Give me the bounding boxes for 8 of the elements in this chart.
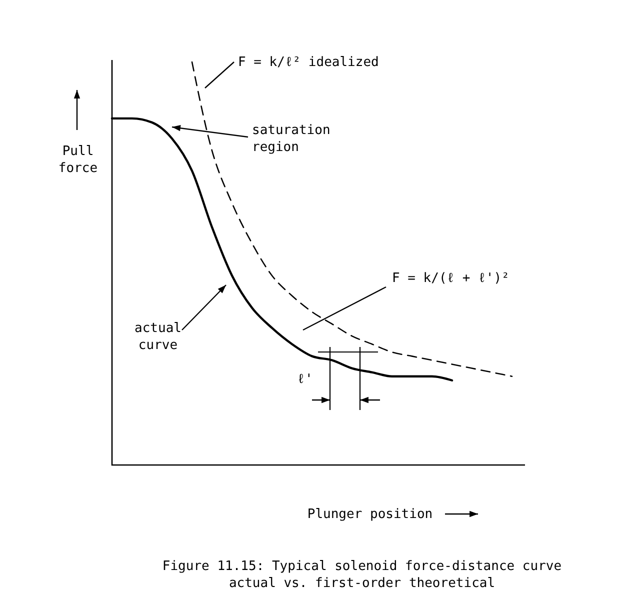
annotation: saturation region	[252, 123, 330, 155]
caption: Figure 11.15: Typical solenoid force-distance curve actual vs. first-order theoretical	[162, 559, 562, 591]
annotation: F = k/(ℓ + ℓ')²	[392, 271, 510, 286]
annotation: ℓ'	[297, 372, 313, 387]
x-axis-title: Plunger position	[307, 507, 433, 522]
y-axis-title: Pull force	[58, 144, 98, 176]
annotation: F = k/ℓ² idealized	[238, 55, 379, 70]
text: actual curve	[134, 321, 182, 353]
